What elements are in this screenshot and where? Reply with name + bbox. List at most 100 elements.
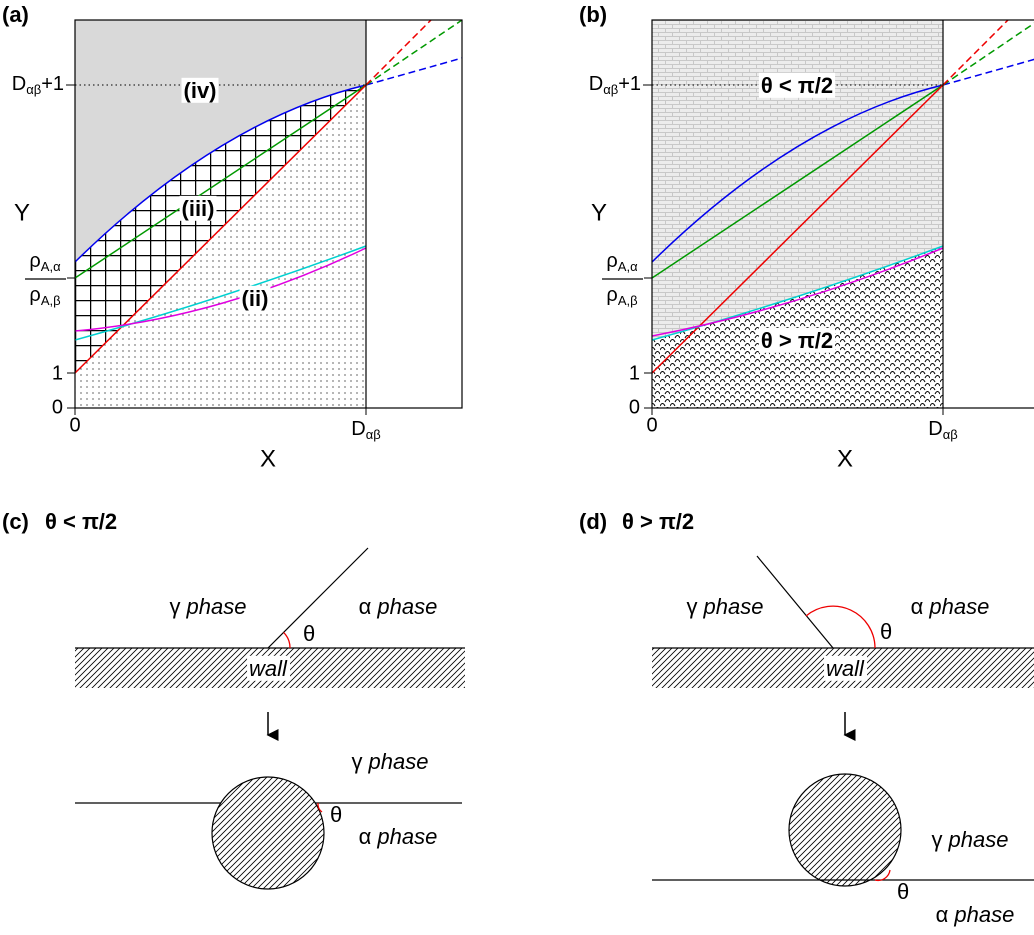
text-part: A,α — [618, 259, 638, 274]
particle — [788, 773, 902, 887]
text-part: phase — [928, 594, 989, 619]
curve-extension — [365, 20, 432, 86]
y-tick-label: Dαβ+1 — [12, 73, 64, 97]
text-part: A,β — [618, 293, 638, 308]
interface — [267, 547, 369, 649]
region-nonwetting — [652, 246, 943, 408]
phase-label: γ phase — [170, 594, 247, 619]
text-part: phase — [703, 594, 764, 619]
label-background — [758, 72, 836, 98]
panel-title: θ > π/2 — [622, 509, 694, 534]
text-part: D — [589, 73, 603, 95]
x-tick-label: Dαβ — [928, 418, 957, 442]
curve — [75, 84, 367, 263]
x-axis-label: X — [837, 445, 853, 472]
text-part: phase — [376, 824, 437, 849]
curve-extension — [942, 58, 1034, 86]
y-tick-label: ρA,β — [606, 284, 637, 308]
y-tick-label: 0 — [52, 396, 63, 418]
label-background — [758, 327, 836, 353]
text-part: D — [351, 418, 365, 440]
text-part: ρ — [606, 250, 617, 272]
text-part: A,α — [41, 259, 61, 274]
text-part: α — [936, 902, 949, 927]
panel-label: (c) — [2, 509, 29, 534]
phase-label: γ phase — [932, 827, 1009, 852]
text-part: αβ — [943, 427, 958, 442]
phase-label: α phase — [936, 902, 1015, 927]
contact-angle — [317, 802, 323, 813]
y-tick-label: Dαβ+1 — [589, 73, 641, 97]
phase-label: γ phase — [687, 594, 764, 619]
y-axis-label: Y — [591, 199, 607, 226]
angle-label: θ — [330, 802, 342, 827]
panel-label: (d) — [579, 509, 607, 534]
region-label: (iii) — [182, 196, 215, 221]
text-part: D — [12, 73, 26, 95]
curve-extension — [365, 57, 462, 86]
text-part: αβ — [603, 82, 618, 97]
label-background — [239, 285, 271, 311]
wall-label: wall — [249, 656, 288, 681]
curve — [652, 247, 944, 337]
wall-label: wall — [826, 656, 865, 681]
region-label: θ > π/2 — [761, 328, 833, 353]
phase-label: α phase — [359, 824, 438, 849]
y-tick-label: ρA,β — [29, 284, 60, 308]
text-part: A,β — [41, 293, 61, 308]
particle — [211, 776, 325, 890]
text-part: α — [359, 594, 372, 619]
text-part: ρ — [29, 250, 40, 272]
y-tick-label: ρA,α — [29, 250, 61, 274]
text-part: γ — [687, 594, 698, 619]
text-part: ρ — [606, 284, 617, 306]
angle-label: θ — [303, 621, 315, 646]
label-background — [824, 655, 868, 681]
text-part: phase — [368, 749, 429, 774]
curve-extension — [942, 20, 1009, 86]
text-part: α — [911, 594, 924, 619]
x-tick-label: 0 — [69, 414, 80, 436]
angle-label: θ — [897, 879, 909, 904]
text-part: γ — [932, 827, 943, 852]
text-part: αβ — [26, 82, 41, 97]
panel-label: (a) — [2, 2, 29, 27]
angle-label: θ — [880, 619, 892, 644]
text-part: αβ — [366, 427, 381, 442]
text-part: phase — [948, 827, 1009, 852]
text-part: phase — [953, 902, 1014, 927]
y-tick-label: 0 — [629, 396, 640, 418]
y-tick-label: 1 — [52, 362, 63, 384]
phase-label: α phase — [911, 594, 990, 619]
phase-label: α phase — [359, 594, 438, 619]
text-part: phase — [186, 594, 247, 619]
curve — [652, 84, 944, 263]
contact-angle — [874, 869, 891, 882]
label-background — [181, 77, 219, 103]
x-axis-label: X — [260, 445, 276, 472]
region-label: (ii) — [242, 286, 269, 311]
curve — [75, 245, 367, 341]
text-part: γ — [170, 594, 181, 619]
text-part: γ — [352, 749, 363, 774]
text-part: α — [359, 824, 372, 849]
label-background — [179, 195, 217, 221]
curve — [75, 247, 367, 332]
plot-frame — [74, 19, 463, 409]
plot-frame — [651, 19, 1034, 409]
interface — [756, 555, 834, 649]
panel-label: (b) — [579, 2, 607, 27]
text-part: D — [928, 418, 942, 440]
region-dotted — [75, 85, 366, 408]
phase-label: γ phase — [352, 749, 429, 774]
x-tick-label: Dαβ — [351, 418, 380, 442]
x-tick-label: 0 — [646, 414, 657, 436]
text-part: +1 — [618, 73, 641, 95]
curve-extension — [365, 20, 462, 86]
y-tick-label: 1 — [629, 362, 640, 384]
y-tick-label: ρA,α — [606, 250, 638, 274]
y-axis-label: Y — [14, 199, 30, 226]
region-iv — [75, 20, 366, 262]
label-background — [247, 655, 291, 681]
